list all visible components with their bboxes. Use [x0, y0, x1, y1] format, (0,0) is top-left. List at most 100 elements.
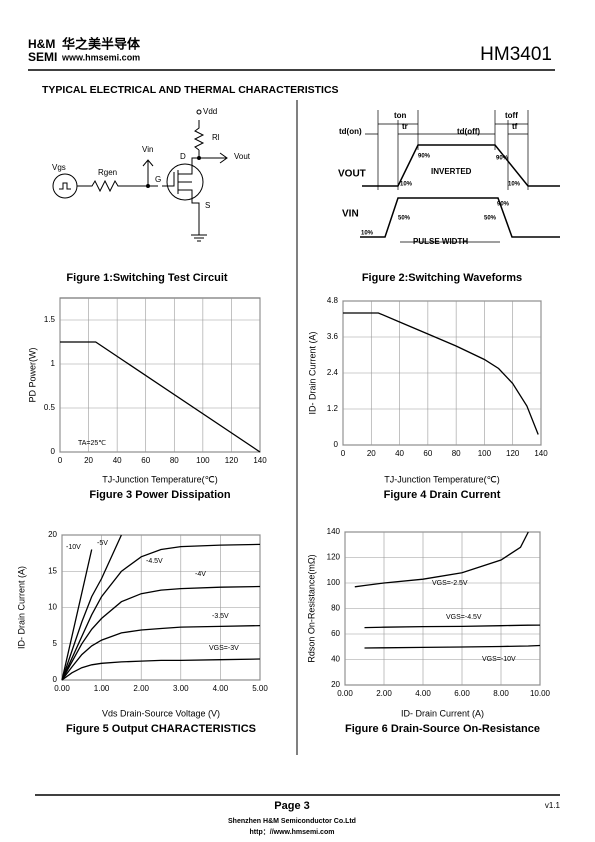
- x-tick-label: 2.00: [376, 689, 392, 698]
- x-axis-label: TJ-Junction Temperature(℃): [102, 474, 217, 484]
- diagram-label: Rl: [212, 133, 220, 142]
- mosfet: [166, 163, 204, 201]
- y-axis-label: ID- Drain Current (A): [16, 566, 26, 649]
- drain-source-wiring: [191, 120, 207, 242]
- x-tick-label: 4.00: [213, 684, 229, 693]
- x-tick-label: 40: [395, 449, 404, 458]
- diagram-label: toff: [505, 111, 518, 120]
- pulse-symbol: [59, 182, 71, 190]
- figure-1: Vdd Rl Vin Vout Vgs Rgen G D S Figure 1:…: [52, 107, 251, 284]
- diagram-label: Vdd: [203, 107, 217, 116]
- diagram-label: VIN: [342, 209, 359, 220]
- diagram-label: D: [180, 152, 186, 161]
- company-cn: 华之美半导体: [62, 36, 141, 51]
- chart-title: Figure 3 Power Dissipation: [89, 489, 230, 501]
- annotation: TA=25℃: [78, 440, 106, 447]
- chart-title: Figure 4 Drain Current: [384, 489, 501, 501]
- chart-title: Figure 6 Drain-Source On-Resistance: [345, 723, 540, 735]
- plot-frame: [59, 297, 261, 453]
- diagram-label: INVERTED: [431, 167, 472, 176]
- page-number: Page 3: [274, 800, 309, 812]
- x-tick-label: 1.00: [94, 684, 110, 693]
- x-tick-label: 20: [367, 449, 376, 458]
- chart: 0.00 2.00 4.00 6.00 8.00 10.00 20 40 60 80 100 120 1…: [306, 527, 550, 735]
- diagram-label: PULSE WIDTH: [413, 237, 468, 246]
- series-label: VGS=-4.5V: [446, 614, 482, 621]
- x-tick-label: 100: [196, 456, 210, 465]
- y-tick-label: 1: [51, 359, 56, 368]
- diagram-label: VOUT: [338, 169, 366, 180]
- x-tick-label: 140: [253, 456, 267, 465]
- y-tick-label: 60: [331, 629, 340, 638]
- y-tick-label: 0: [53, 675, 58, 684]
- x-tick-label: 140: [534, 449, 548, 458]
- y-tick-label: 4.8: [327, 296, 339, 305]
- figure-2: td(on) ton tr td(off) toff tf 90% 90% 10…: [338, 110, 560, 284]
- x-tick-label: 60: [423, 449, 432, 458]
- x-tick-label: 40: [113, 456, 122, 465]
- diagram-label: 90%: [496, 156, 509, 162]
- x-tick-label: 120: [506, 449, 520, 458]
- diagram-label: Vgs: [52, 163, 66, 172]
- diagram-label: Vout: [234, 152, 251, 161]
- y-tick-label: 120: [327, 553, 341, 562]
- y-tick-label: 0: [334, 440, 339, 449]
- y-tick-label: 10: [48, 603, 57, 612]
- x-tick-label: 100: [478, 449, 492, 458]
- figure-caption: Figure 1:Switching Test Circuit: [66, 272, 227, 284]
- data-line: [364, 644, 541, 649]
- vdd-terminal: [196, 109, 202, 115]
- series-label: VGS=-3V: [209, 645, 239, 652]
- diagram-label: 90%: [497, 202, 510, 208]
- logo-top: H&M: [28, 37, 55, 51]
- diagram-label: td(on): [339, 127, 362, 136]
- series-label: -4V: [195, 571, 206, 578]
- chart: 0.00 1.00 2.00 3.00 4.00 5.00 0 5 10 15 20 -10V -5V -…: [16, 530, 268, 735]
- data-line: [61, 585, 261, 681]
- header: H&M SEMI 华之美半导体 www.hmsemi.com HM3401: [28, 36, 555, 71]
- x-tick-label: 6.00: [454, 689, 470, 698]
- node: [197, 156, 201, 160]
- footer: Page 3 v1.1 Shenzhen H&M Semiconductor C…: [35, 794, 561, 836]
- data-line: [61, 534, 122, 681]
- x-tick-label: 10.00: [530, 689, 551, 698]
- diagram-label: tf: [512, 122, 518, 131]
- figure-caption: Figure 2:Switching Waveforms: [362, 272, 522, 284]
- y-tick-label: 20: [331, 680, 340, 689]
- version: v1.1: [545, 801, 561, 810]
- diagram-label: S: [205, 201, 210, 210]
- vout-wave: [362, 144, 560, 187]
- section-title: TYPICAL ELECTRICAL AND THERMAL CHARACTER…: [42, 84, 339, 96]
- diagram-label: 10%: [361, 231, 374, 237]
- y-tick-label: 40: [331, 655, 340, 664]
- data-line: [61, 543, 261, 681]
- series-label: VGS=-2.5V: [432, 580, 468, 587]
- source-symbol: [52, 173, 78, 199]
- series-label: -10V: [66, 544, 81, 551]
- diagram-label: 90%: [418, 154, 431, 160]
- chart: 0 20 40 60 80 100 120 140 0 1.2 2.4 3.6 4.8 TJ-Juncti…: [307, 296, 548, 501]
- x-tick-label: 0.00: [54, 684, 70, 693]
- x-axis-label: TJ-Junction Temperature(℃): [384, 474, 499, 484]
- series-label: VGS=-10V: [482, 656, 516, 663]
- x-axis-label: ID- Drain Current (A): [401, 708, 484, 718]
- company: Shenzhen H&M Semiconductor Co.Ltd: [228, 818, 356, 825]
- y-tick-label: 5: [53, 639, 58, 648]
- wave-labels: td(on) ton tr td(off) toff tf 90% 90% 10…: [338, 111, 521, 246]
- diagram-label: G: [155, 175, 161, 184]
- vout-arrow: [199, 152, 228, 164]
- chart: 0 20 40 60 80 100 120 140 0 0.5 1 1.5 TA=25℃ TJ-Junct…: [27, 297, 267, 501]
- y-tick-label: 1.2: [327, 404, 339, 413]
- series-label: -5V: [97, 540, 108, 547]
- diagram-label: 50%: [484, 216, 497, 222]
- diagram-label: 10%: [508, 182, 521, 188]
- y-axis-label: Rdson On-Resistance(mΩ): [306, 554, 316, 662]
- y-axis-label: PD Power(W): [27, 347, 37, 402]
- series-label: -3.5V: [212, 613, 229, 620]
- x-tick-label: 80: [170, 456, 179, 465]
- dimension-lines: [365, 110, 529, 243]
- footer-website: http：//www.hmsemi.com: [250, 829, 335, 836]
- vin-node: [142, 159, 154, 186]
- y-tick-label: 80: [331, 604, 340, 613]
